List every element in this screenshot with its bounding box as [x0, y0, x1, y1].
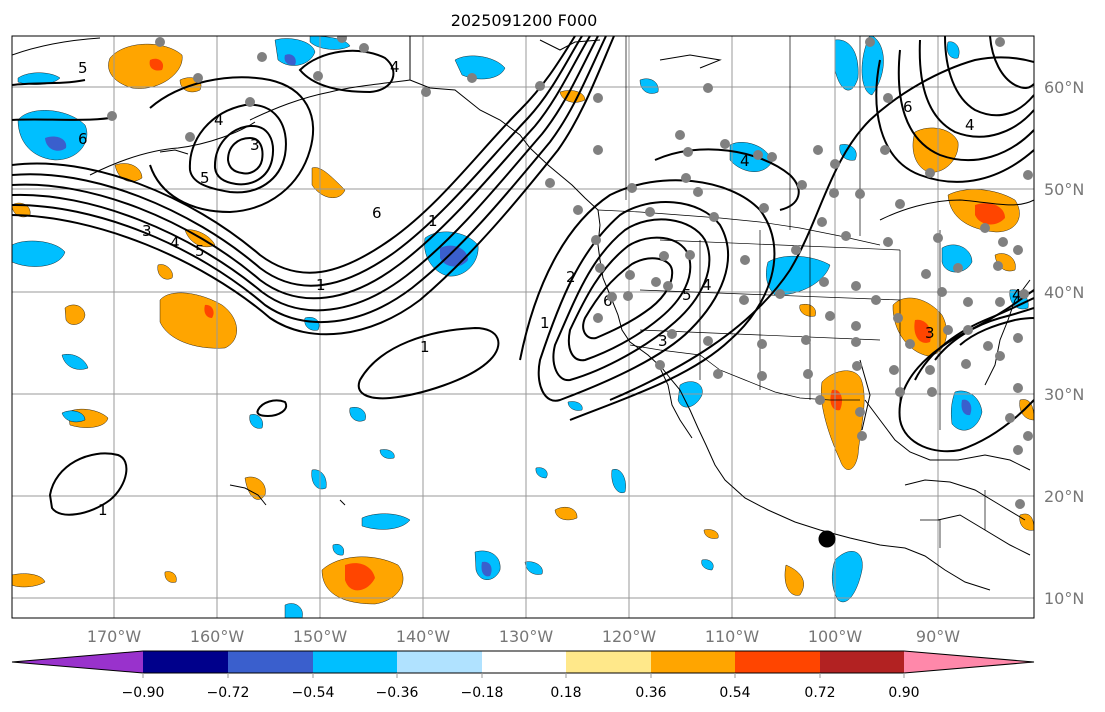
lon-label: 140°W — [396, 627, 451, 646]
contour-label: 2 — [566, 268, 576, 286]
contour-label: 3 — [925, 324, 935, 342]
lon-label: 150°W — [293, 627, 348, 646]
contour-label: 4 — [170, 234, 180, 252]
lon-label: 160°W — [190, 627, 245, 646]
map-title: 2025091200 F000 — [451, 11, 598, 30]
contour-label: 5 — [200, 169, 210, 187]
contour-label: 4 — [965, 116, 975, 134]
lat-label: 40°N — [1044, 283, 1084, 302]
colorbar-seg — [820, 651, 904, 673]
lat-label: 20°N — [1044, 487, 1084, 506]
lon-label: 120°W — [602, 627, 657, 646]
colorbar-seg — [228, 651, 313, 673]
contour-label: 6 — [903, 98, 913, 116]
colorbar-seg — [12, 651, 143, 673]
colorbar-tick: 0.54 — [719, 685, 750, 701]
longitude-labels: 170°W 160°W 150°W 140°W 130°W 120°W 110°… — [87, 627, 960, 646]
contour-label: 4 — [1012, 286, 1022, 304]
contour-label: 1 — [98, 501, 108, 519]
lat-label: 60°N — [1044, 78, 1084, 97]
contour-label: 6 — [603, 292, 613, 310]
colorbar-seg — [313, 651, 397, 673]
strong-positive-cores — [149, 58, 1005, 591]
colorbar-tick: −0.36 — [376, 685, 419, 701]
colorbar-seg — [397, 651, 482, 673]
lat-lon-grid — [12, 36, 1034, 618]
lat-label: 50°N — [1044, 180, 1084, 199]
contour-label: 3 — [142, 222, 152, 240]
colorbar-tick: −0.18 — [461, 685, 504, 701]
map-frame — [11, 35, 1035, 619]
lon-label: 130°W — [499, 627, 554, 646]
contour-label: 5 — [78, 59, 88, 77]
colorbar-seg — [735, 651, 820, 673]
colorbar-tick: −0.54 — [292, 685, 335, 701]
colorbar-tick: 0.90 — [888, 685, 919, 701]
contour-label: 4 — [390, 58, 400, 76]
contour-label: 1 — [428, 212, 438, 230]
contour-label: 6 — [372, 204, 382, 222]
colorbar-tick: −0.72 — [207, 685, 250, 701]
contour-label: 3 — [658, 332, 668, 350]
colorbar-seg — [904, 651, 1034, 673]
station-markers — [107, 36, 1033, 509]
colorbar-seg — [651, 651, 735, 673]
contour-label: 1 — [540, 314, 550, 332]
contour-label: 1 — [420, 338, 430, 356]
highlight-marker — [818, 530, 836, 548]
lon-label: 170°W — [87, 627, 142, 646]
colorbar-seg — [143, 651, 228, 673]
latitude-labels: 60°N 50°N 40°N 30°N 20°N 10°N — [1044, 78, 1084, 608]
contour-label: 4 — [702, 276, 712, 294]
colorbar-tick: −0.90 — [122, 685, 165, 701]
contour-label: 3 — [250, 136, 260, 154]
lon-label: 100°W — [808, 627, 863, 646]
contour-label: 4 — [214, 111, 224, 129]
contour-label: 4 — [740, 152, 750, 170]
colorbar-tick: 0.36 — [635, 685, 666, 701]
contour-labels: 5 4 6 4 3 5 6 1 3 4 5 1 1 1 2 6 5 4 3 4 … — [78, 58, 1022, 519]
contour-label: 1 — [316, 276, 326, 294]
colorbar-tick: 0.72 — [804, 685, 835, 701]
lon-label: 90°W — [916, 627, 960, 646]
colorbar: −0.90 −0.72 −0.54 −0.36 −0.18 0.18 0.36 … — [11, 650, 1035, 701]
negative-anomaly-areas — [12, 36, 1029, 618]
lat-label: 30°N — [1044, 385, 1084, 404]
colorbar-seg — [482, 651, 566, 673]
colorbar-seg — [566, 651, 651, 673]
colorbar-tick: 0.18 — [550, 685, 581, 701]
lat-label: 10°N — [1044, 589, 1084, 608]
map-panel: 5 4 6 4 3 5 6 1 3 4 5 1 1 1 2 6 5 4 3 4 … — [12, 36, 1034, 618]
contour-label: 5 — [195, 242, 205, 260]
contour-label: 6 — [78, 130, 88, 148]
lon-label: 110°W — [705, 627, 760, 646]
contour-label: 5 — [682, 286, 692, 304]
